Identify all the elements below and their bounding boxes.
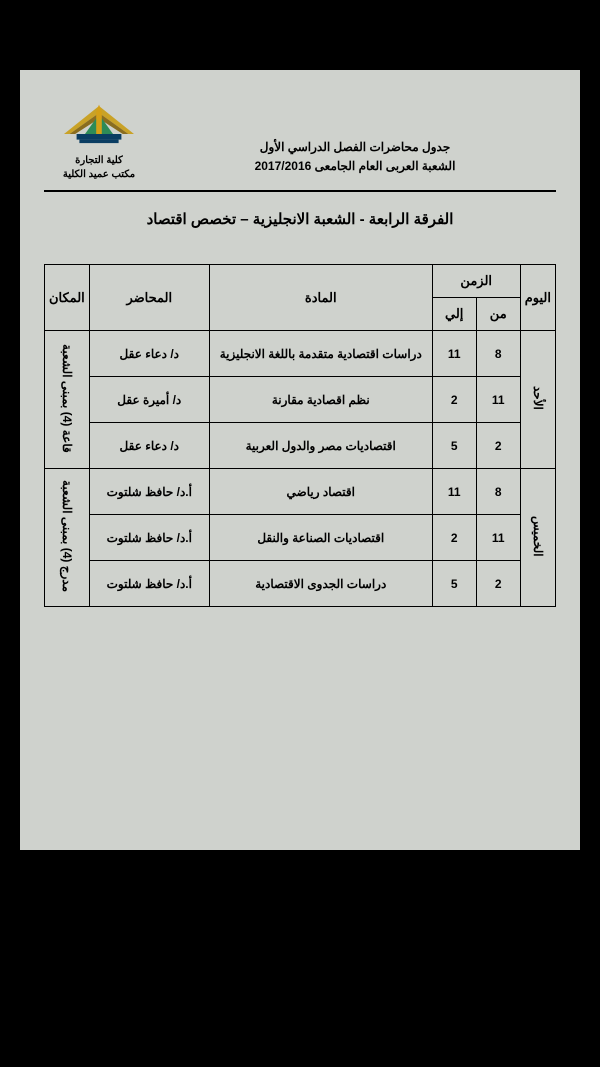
header-line-2: الشعبة العربى العام الجامعى 2017/2016 [154,157,556,176]
time-from: 8 [476,331,520,377]
subject-cell: دراسات اقتصادية متقدمة باللغة الانجليزية [209,331,432,377]
subject-cell: اقتصاديات مصر والدول العربية [209,423,432,469]
lecturer-cell: د/ دعاء عقل [89,423,209,469]
time-to: 5 [432,561,476,607]
university-logo-icon [64,90,134,150]
lecturer-cell: أ.د/ حافظ شلتوت [89,561,209,607]
lecturer-cell: د/ أميرة عقل [89,377,209,423]
header-line-1: جدول محاضرات الفصل الدراسي الأول [154,138,556,157]
logo-labels: كلية التجارة مكتب عميد الكلية [63,154,135,182]
header-divider [44,190,556,192]
place-cell: قاعة (4) بمبنى الشعبة [45,331,90,469]
table-row: 112نظم اقصادية مقارنةد/ أميرة عقل [45,377,556,423]
subject-cell: اقتصاد رياضي [209,469,432,515]
table-row: الأحد811دراسات اقتصادية متقدمة باللغة ال… [45,331,556,377]
lecturer-cell: أ.د/ حافظ شلتوت [89,515,209,561]
time-from: 11 [476,515,520,561]
day-label: الخميس [531,516,545,557]
place-cell: مدرج (4) بمبنى الشعبة [45,469,90,607]
col-place: المكان [45,265,90,331]
office-name: مكتب عميد الكلية [63,168,135,182]
table-row: الخميس811اقتصاد رياضيأ.د/ حافظ شلتوتمدرج… [45,469,556,515]
lecturer-cell: د/ دعاء عقل [89,331,209,377]
page-title: الفرقة الرابعة - الشعبة الانجليزية – تخص… [44,210,556,228]
table-row: 25اقتصاديات مصر والدول العربيةد/ دعاء عق… [45,423,556,469]
place-label: قاعة (4) بمبنى الشعبة [60,344,74,453]
time-from: 11 [476,377,520,423]
subject-cell: اقتصاديات الصناعة والنقل [209,515,432,561]
time-from: 8 [476,469,520,515]
place-label: مدرج (4) بمبنى الشعبة [60,480,74,592]
document-header: جدول محاضرات الفصل الدراسي الأول الشعبة … [44,90,556,182]
col-subject: المادة [209,265,432,331]
col-from: من [476,298,520,331]
header-logo-block: كلية التجارة مكتب عميد الكلية [44,90,154,182]
col-to: إلي [432,298,476,331]
time-to: 2 [432,377,476,423]
day-cell: الأحد [520,331,555,469]
time-to: 11 [432,331,476,377]
time-from: 2 [476,423,520,469]
table-header: اليوم الزمن المادة المحاضر المكان من إلي [45,265,556,331]
table-row: 112اقتصاديات الصناعة والنقلأ.د/ حافظ شلت… [45,515,556,561]
time-to: 5 [432,423,476,469]
header-titles: جدول محاضرات الفصل الدراسي الأول الشعبة … [154,90,556,176]
table-row: 25دراسات الجدوى الاقتصاديةأ.د/ حافظ شلتو… [45,561,556,607]
lecturer-cell: أ.د/ حافظ شلتوت [89,469,209,515]
day-label: الأحد [531,386,545,410]
time-to: 2 [432,515,476,561]
day-cell: الخميس [520,469,555,607]
col-time: الزمن [432,265,520,298]
time-to: 11 [432,469,476,515]
col-day: اليوم [520,265,555,331]
schedule-table: اليوم الزمن المادة المحاضر المكان من إلي… [44,264,556,607]
document-page: جدول محاضرات الفصل الدراسي الأول الشعبة … [20,70,580,850]
subject-cell: دراسات الجدوى الاقتصادية [209,561,432,607]
subject-cell: نظم اقصادية مقارنة [209,377,432,423]
table-body: الأحد811دراسات اقتصادية متقدمة باللغة ال… [45,331,556,607]
col-lecturer: المحاضر [89,265,209,331]
faculty-name: كلية التجارة [63,154,135,168]
time-from: 2 [476,561,520,607]
